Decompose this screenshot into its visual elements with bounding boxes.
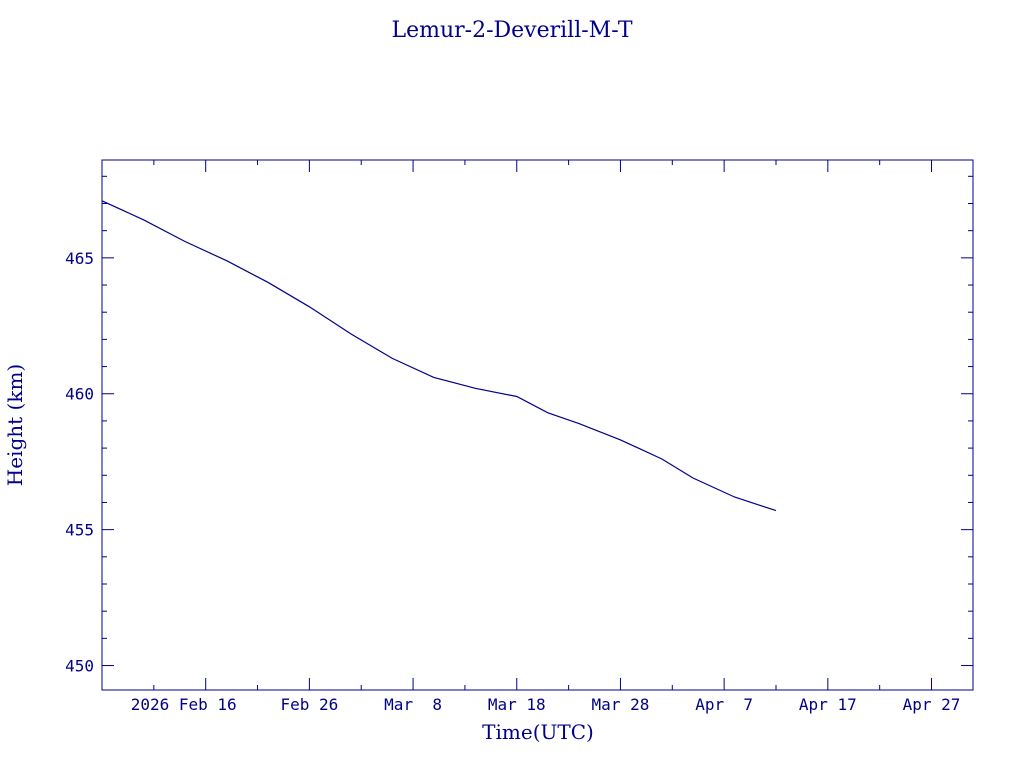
x-tick-label: Mar 18 [488,695,546,714]
x-tick-label: Apr 17 [799,695,857,714]
y-tick-label: 450 [65,657,94,676]
chart-title: Lemur-2-Deverill-M-T [391,18,632,43]
x-axis-label: Time(UTC) [482,720,594,744]
x-tick-label: Apr 7 [695,695,753,714]
x-tick-label: Apr 27 [903,695,961,714]
plot-frame [101,159,974,691]
y-tick-label: 465 [65,249,94,268]
y-tick-label: 460 [65,385,94,404]
minor-ticks [102,160,973,690]
x-tick-label: 2026 Feb 16 [131,695,237,714]
x-axis-ticks: 2026 Feb 16 Feb 26 Mar 8 Mar 18 Mar 28 Apr 7 A… [131,160,961,714]
x-tick-label: Mar 28 [592,695,650,714]
x-tick-label: Feb 26 [280,695,338,714]
x-tick-label: Mar 8 [384,695,442,714]
y-axis-label: Height (km) [3,364,27,486]
y-tick-label: 455 [65,521,94,540]
series-line [101,200,777,512]
y-axis-ticks: 450 455 460 465 [65,249,973,676]
